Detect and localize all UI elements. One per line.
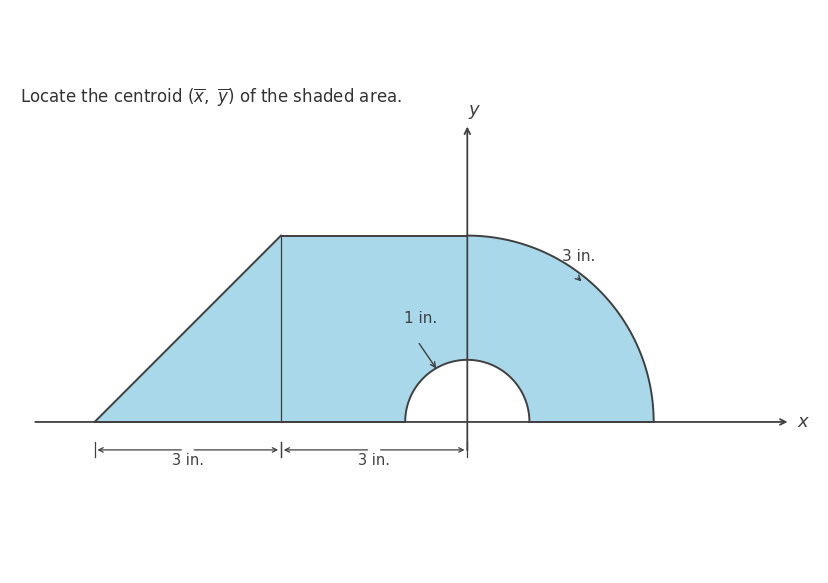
Text: $x$: $x$ bbox=[796, 413, 809, 431]
Text: 3 in.: 3 in. bbox=[171, 453, 204, 468]
Text: Locate the centroid $(\overline{x},\ \overline{y})$ of the shaded area.: Locate the centroid $(\overline{x},\ \ov… bbox=[20, 86, 402, 108]
Polygon shape bbox=[405, 360, 529, 422]
Text: 3 in.: 3 in. bbox=[561, 248, 595, 264]
Text: 3 in.: 3 in. bbox=[358, 453, 390, 468]
Text: $y$: $y$ bbox=[468, 103, 481, 121]
Polygon shape bbox=[94, 236, 653, 422]
Text: 1 in.: 1 in. bbox=[403, 311, 437, 326]
